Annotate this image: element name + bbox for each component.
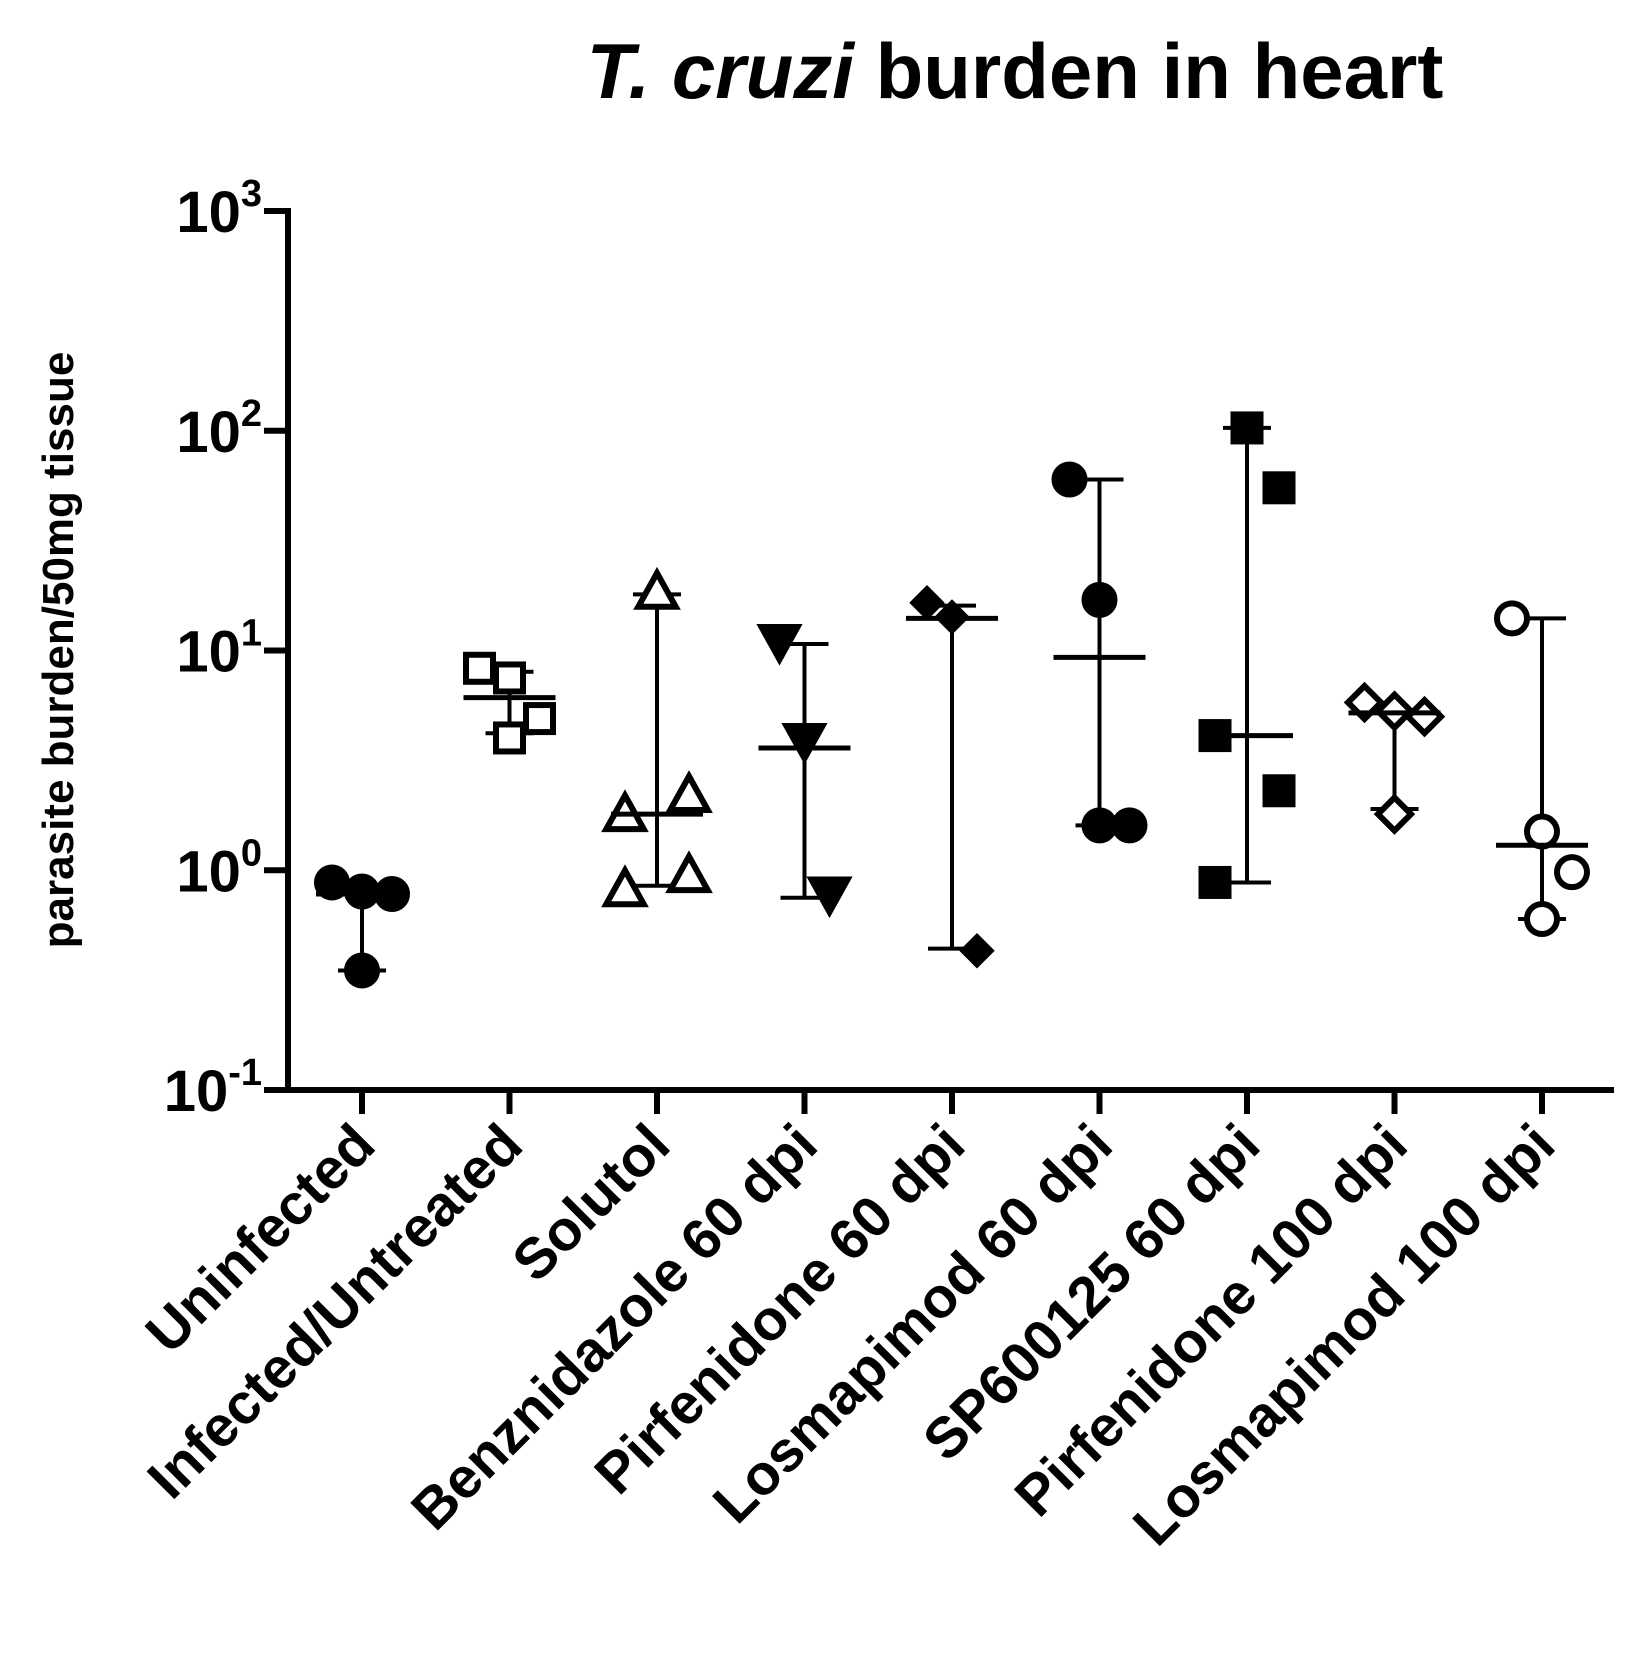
data-point bbox=[781, 722, 828, 765]
y-tick-exponent: 0 bbox=[241, 832, 262, 874]
y-tick-base: 10 bbox=[164, 1059, 229, 1124]
data-point bbox=[633, 566, 681, 610]
y-tick-exponent: -1 bbox=[228, 1052, 262, 1094]
y-tick-label: 103 bbox=[176, 173, 262, 245]
x-ticks: UninfectedInfected/UntreatedSolutolBenzn… bbox=[134, 1090, 1567, 1558]
y-tick-base: 10 bbox=[176, 839, 241, 904]
data-point bbox=[959, 933, 995, 969]
data-point bbox=[523, 702, 556, 736]
data-point bbox=[665, 850, 713, 894]
y-tick-exponent: 3 bbox=[241, 173, 262, 215]
y-tick-base: 10 bbox=[176, 620, 241, 685]
data-points bbox=[314, 411, 1590, 989]
data-point bbox=[344, 952, 380, 989]
data-point bbox=[1081, 581, 1118, 618]
data-point bbox=[1373, 793, 1416, 835]
y-tick-label: 101 bbox=[176, 613, 262, 685]
y-tick-base: 10 bbox=[176, 400, 241, 465]
data-point bbox=[665, 770, 713, 814]
y-tick-exponent: 1 bbox=[241, 613, 262, 655]
chart-title-rest: burden in heart bbox=[854, 27, 1443, 115]
chart-title-italic: T. cruzi bbox=[587, 27, 856, 115]
data-point bbox=[756, 624, 803, 666]
data-point bbox=[1081, 807, 1118, 844]
y-tick-label: 10-1 bbox=[164, 1052, 262, 1124]
data-point bbox=[1111, 807, 1148, 844]
y-tick-base: 10 bbox=[176, 180, 241, 245]
data-point bbox=[493, 661, 526, 695]
y-axis-label: parasite burden/50mg tissue bbox=[34, 352, 83, 949]
data-point bbox=[1262, 774, 1296, 808]
data-point bbox=[601, 864, 649, 908]
data-point bbox=[1524, 901, 1560, 938]
y-tick-label: 102 bbox=[176, 393, 262, 465]
data-point bbox=[1230, 411, 1264, 445]
data-point bbox=[1554, 854, 1590, 891]
data-point bbox=[1494, 600, 1530, 637]
data-point bbox=[463, 651, 496, 685]
data-point bbox=[909, 584, 945, 621]
data-point bbox=[806, 876, 853, 919]
data-point bbox=[1524, 813, 1560, 850]
data-point bbox=[493, 721, 526, 755]
y-tick-exponent: 2 bbox=[241, 393, 262, 435]
median-lines bbox=[316, 615, 1588, 897]
data-point bbox=[1198, 865, 1232, 899]
chart-title: T. cruzi burden in heart bbox=[587, 27, 1444, 115]
y-tick-label: 100 bbox=[176, 832, 262, 904]
data-point bbox=[1051, 461, 1088, 498]
data-point bbox=[1262, 471, 1296, 505]
data-point bbox=[1403, 695, 1446, 738]
